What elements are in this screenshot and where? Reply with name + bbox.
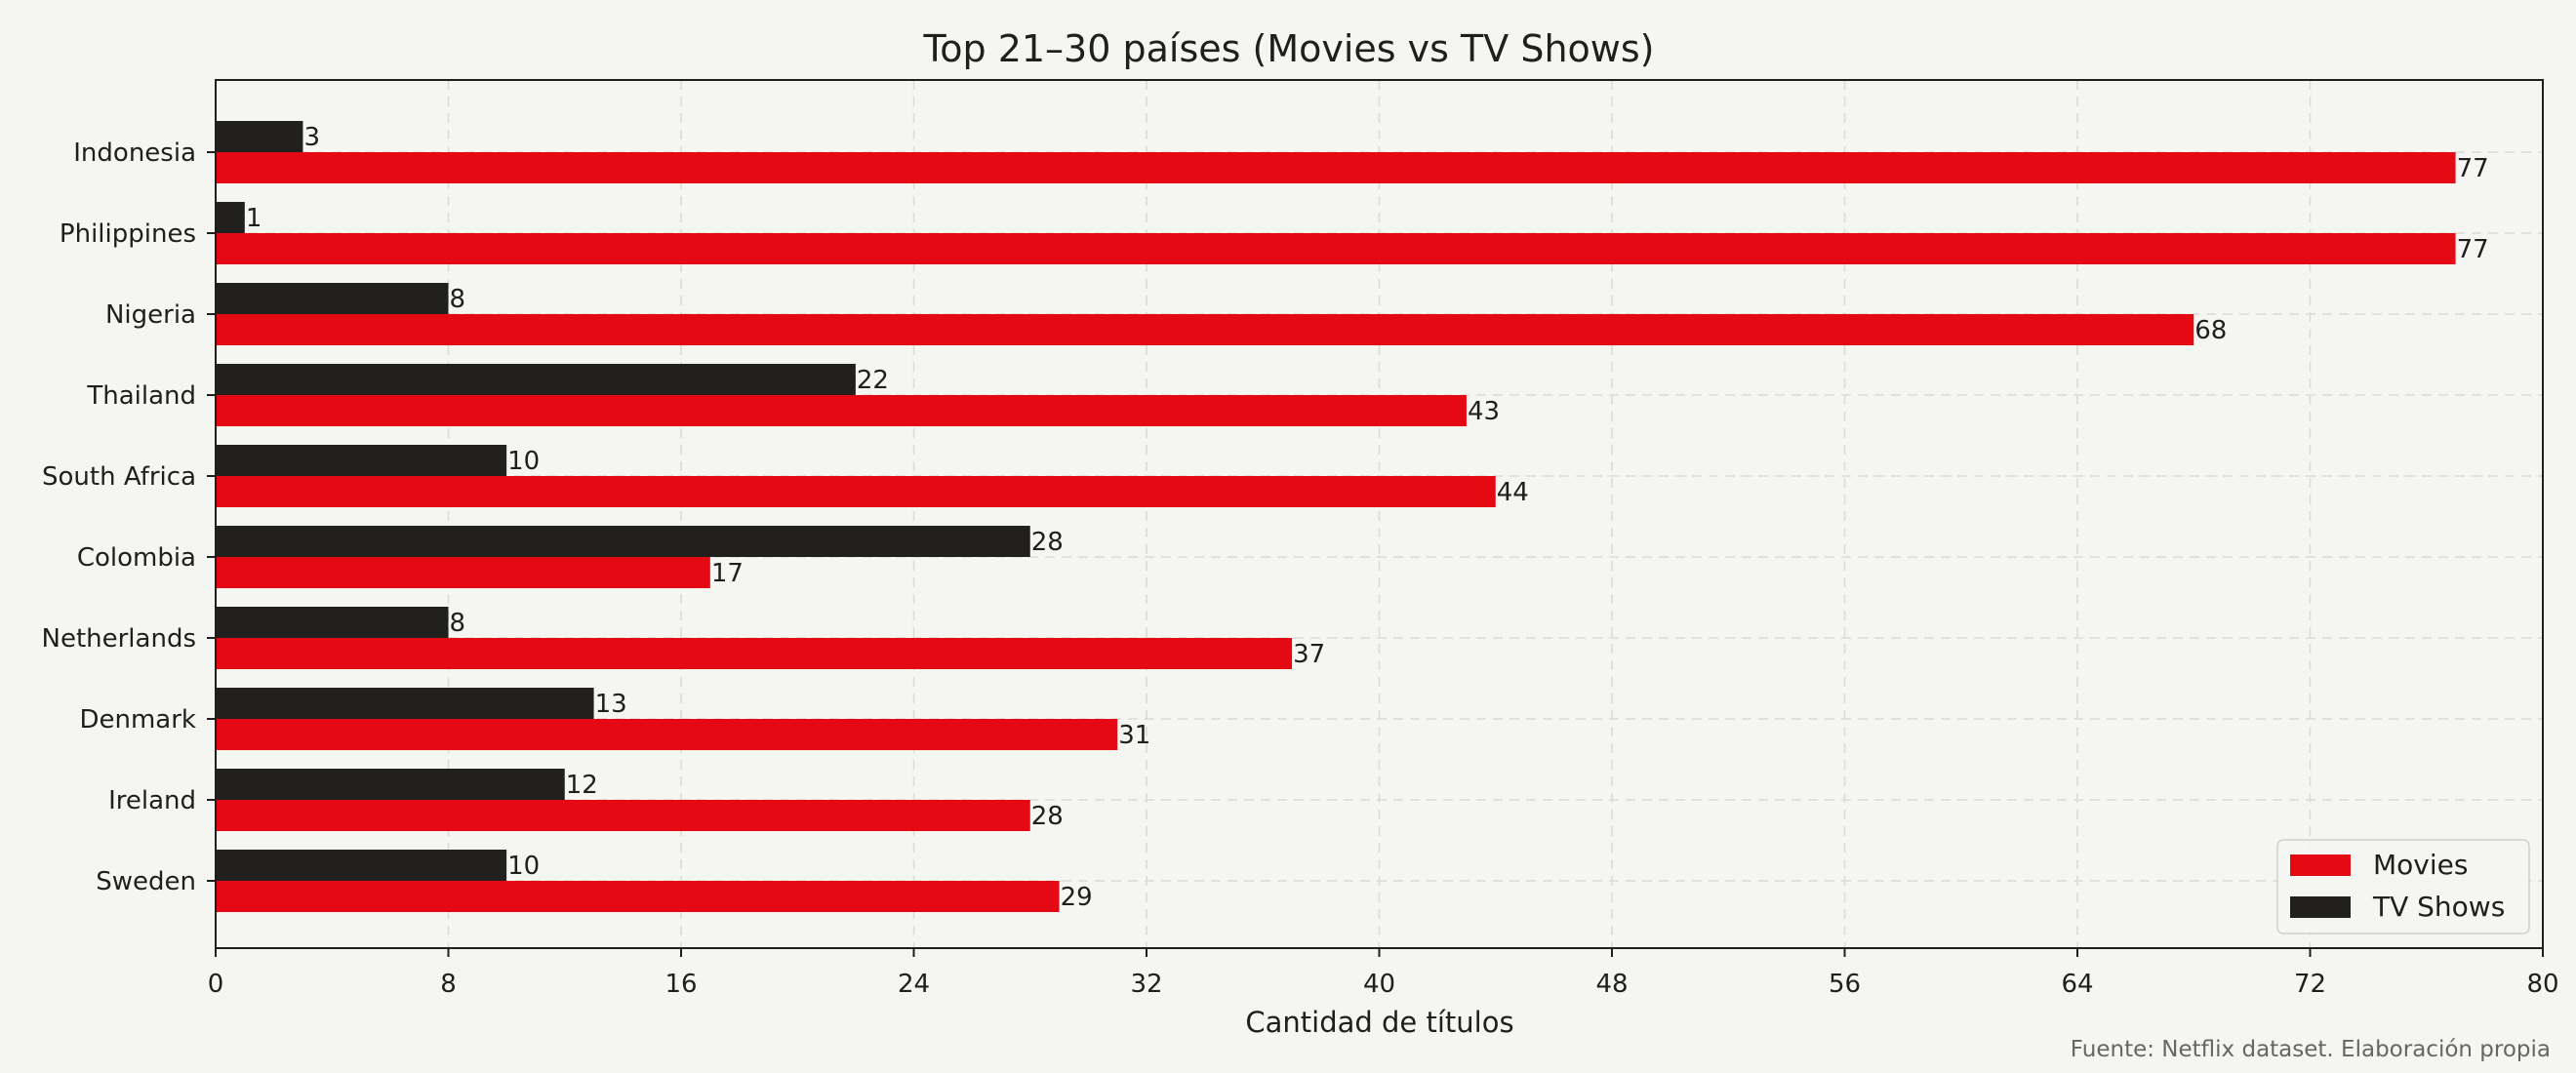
y-tick-label: South Africa — [42, 462, 196, 492]
y-tick-label: Indonesia — [73, 139, 196, 168]
bar-movies — [216, 314, 2194, 345]
source-note: Fuente: Netflix dataset. Elaboración pro… — [2071, 1037, 2551, 1062]
x-tick-label: 16 — [664, 970, 697, 999]
y-tick-label: Thailand — [86, 381, 196, 411]
bar-tv-shows — [216, 202, 245, 233]
legend-label-tv-shows: TV Shows — [2372, 891, 2505, 923]
chart-title: Top 21–30 países (Movies vs TV Shows) — [923, 27, 1655, 70]
data-label-tv-shows: 28 — [1031, 528, 1064, 557]
legend-swatch-tv-shows — [2290, 896, 2351, 918]
x-tick-label: 48 — [1595, 970, 1628, 999]
bar-movies — [216, 476, 1496, 507]
legend-swatch-movies — [2290, 854, 2351, 876]
data-label-movies: 29 — [1061, 883, 1093, 912]
bar-movies — [216, 557, 710, 588]
y-tick-label: Philippines — [60, 219, 196, 249]
legend: Movies TV Shows — [2276, 839, 2530, 934]
bar-tv-shows — [216, 121, 303, 152]
data-label-movies: 68 — [2194, 316, 2227, 345]
data-labels: 3 77 1 77 8 68 22 43 10 44 28 17 8 37 13 31 12 28 10 29 — [246, 123, 2489, 912]
data-label-movies: 17 — [711, 559, 744, 588]
data-label-movies: 28 — [1031, 802, 1064, 831]
bar-movies — [216, 233, 2456, 264]
data-label-tv-shows: 8 — [450, 285, 466, 314]
y-tick-label: Colombia — [77, 543, 196, 573]
bar-tv-shows — [216, 850, 507, 881]
data-label-tv-shows: 22 — [857, 366, 889, 395]
x-axis-ticks: 0 8 16 24 32 40 48 56 64 72 80 — [208, 948, 2559, 999]
legend-label-movies: Movies — [2373, 849, 2468, 881]
y-tick-label: Netherlands — [42, 624, 197, 654]
x-tick-label: 32 — [1130, 970, 1162, 999]
data-label-movies: 77 — [2457, 154, 2489, 183]
x-tick-label: 40 — [1363, 970, 1395, 999]
bar-tv-shows — [216, 364, 856, 395]
x-axis-label: Cantidad de títulos — [1245, 1006, 1513, 1039]
bar-movies — [216, 881, 1060, 912]
data-label-tv-shows: 3 — [303, 123, 320, 152]
bar-movies — [216, 638, 1293, 669]
x-tick-label: 8 — [440, 970, 457, 999]
bar-tv-shows — [216, 607, 449, 638]
x-tick-label: 72 — [2294, 970, 2326, 999]
data-label-tv-shows: 10 — [507, 447, 540, 476]
x-tick-label: 0 — [208, 970, 224, 999]
x-tick-label: 24 — [898, 970, 930, 999]
y-tick-label: Denmark — [79, 705, 196, 735]
data-label-tv-shows: 13 — [595, 690, 627, 719]
data-label-tv-shows: 8 — [450, 609, 466, 638]
x-tick-label: 80 — [2526, 970, 2558, 999]
data-label-movies: 44 — [1497, 478, 1529, 507]
y-tick-label: Nigeria — [105, 300, 196, 330]
bar-movies — [216, 719, 1118, 750]
bar-movies — [216, 152, 2456, 183]
data-label-movies: 43 — [1468, 397, 1500, 426]
bar-tv-shows — [216, 283, 449, 314]
bar-tv-shows — [216, 445, 507, 476]
data-label-tv-shows: 10 — [507, 852, 540, 881]
data-label-movies: 37 — [1293, 640, 1325, 669]
bar-movies — [216, 800, 1030, 831]
bar-tv-shows — [216, 688, 594, 719]
bars — [216, 121, 2456, 912]
data-label-movies: 77 — [2457, 235, 2489, 264]
y-tick-label: Sweden — [96, 867, 196, 896]
y-axis-ticks: Indonesia Philippines Nigeria Thailand South… — [42, 139, 216, 896]
x-tick-label: 64 — [2061, 970, 2093, 999]
data-label-tv-shows: 1 — [246, 204, 262, 233]
data-label-tv-shows: 12 — [566, 771, 598, 800]
bar-tv-shows — [216, 526, 1030, 557]
bar-movies — [216, 395, 1467, 426]
y-tick-label: Ireland — [108, 786, 196, 815]
data-label-movies: 31 — [1118, 721, 1150, 750]
x-tick-label: 56 — [1829, 970, 1861, 999]
bar-tv-shows — [216, 769, 565, 800]
